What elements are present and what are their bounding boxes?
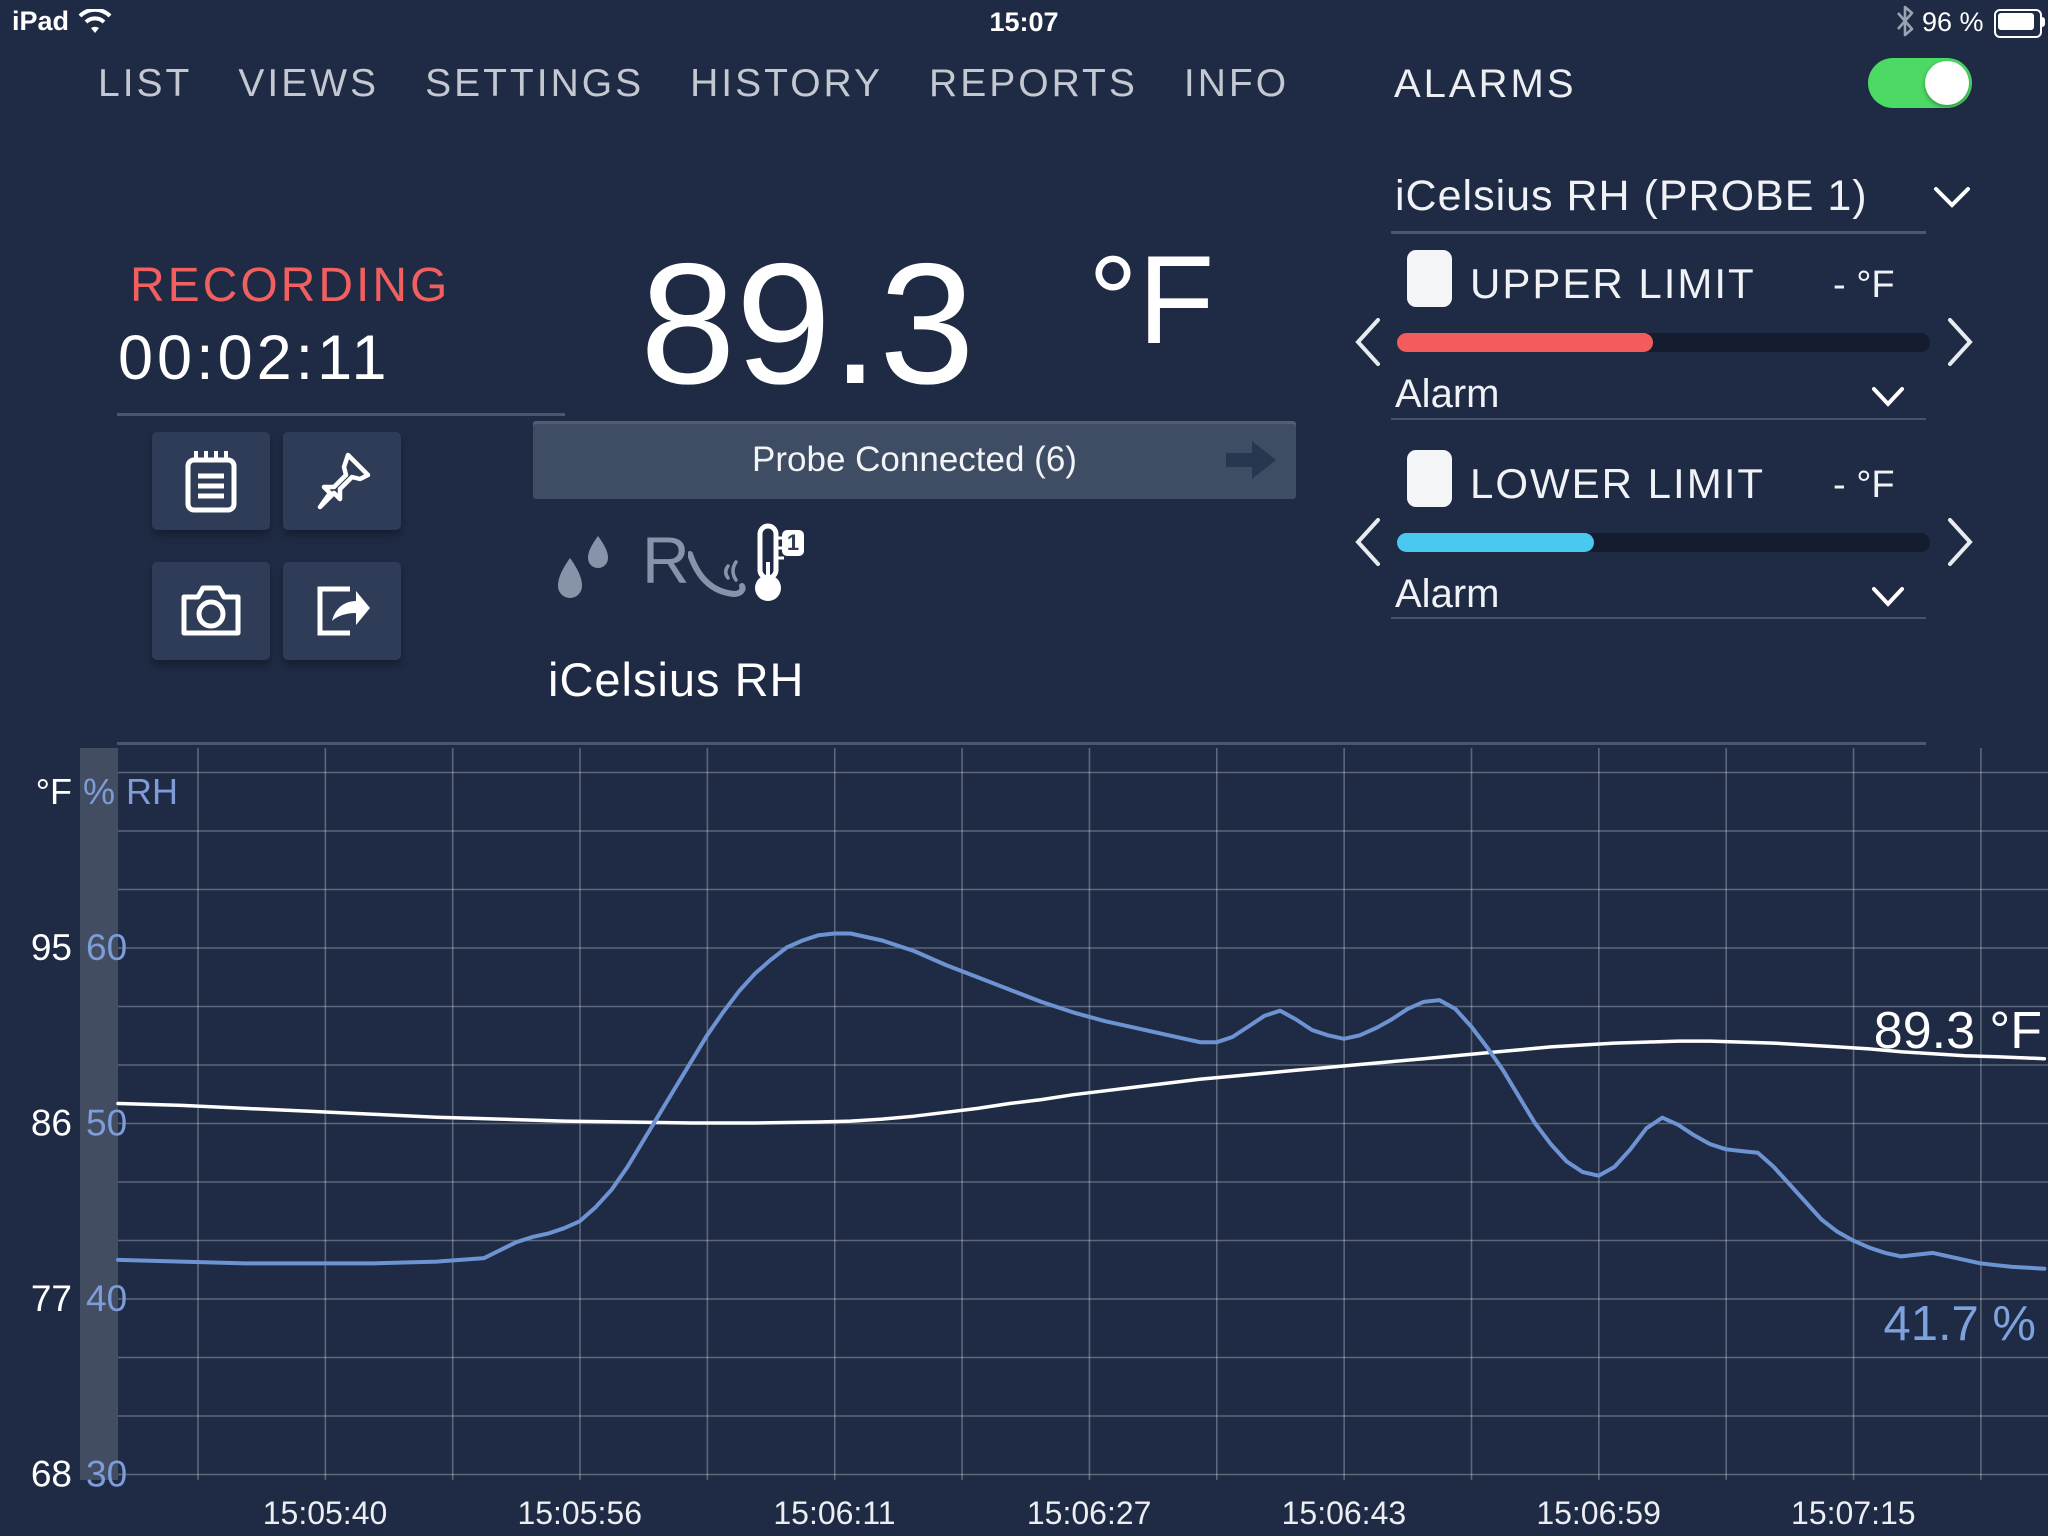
share-icon	[317, 586, 370, 636]
rh-axis-tick: 60	[86, 927, 127, 968]
lower-limit-label: LOWER LIMIT	[1470, 460, 1766, 507]
pushpin-icon	[317, 452, 371, 510]
humidity-drops-icon	[558, 536, 608, 598]
rh-current-label: 41.7 %	[1883, 1297, 2036, 1351]
thermometer-probe-icon: 1	[755, 523, 804, 601]
time-axis-tick: 15:06:27	[1027, 1495, 1152, 1531]
rh-swoosh-icon	[688, 551, 746, 598]
temp-axis-tick: 77	[31, 1278, 72, 1319]
lower-limit-checkbox[interactable]	[1407, 450, 1452, 507]
chevron-right-icon[interactable]	[1946, 516, 1974, 568]
notepad-icon	[185, 451, 237, 513]
rh-axis-tick: 40	[86, 1278, 127, 1319]
nav-item-views[interactable]: VIEWS	[238, 62, 380, 105]
time-axis-tick: 15:07:15	[1791, 1495, 1916, 1531]
camera-icon	[181, 585, 241, 636]
chevron-right-icon[interactable]	[1946, 316, 1974, 368]
chevron-left-icon[interactable]	[1354, 516, 1382, 568]
chart-divider	[117, 742, 1926, 745]
chevron-down-icon[interactable]	[1932, 185, 1972, 209]
battery-nub	[2041, 17, 2045, 27]
lower-limit-slider-fill	[1397, 533, 1595, 552]
humidity-line	[116, 931, 2047, 1271]
panel-divider	[1391, 418, 1926, 420]
statusbar-clock: 15:07	[989, 7, 1059, 37]
notes-button[interactable]	[152, 432, 270, 530]
device-name-label: iCelsius RH	[548, 653, 805, 706]
temp-axis-tick: 68	[31, 1454, 72, 1495]
probe-connected-button[interactable]: Probe Connected (6)	[533, 421, 1296, 499]
alarms-toggle-knob	[1925, 61, 1969, 105]
chevron-left-icon[interactable]	[1354, 316, 1382, 368]
camera-button[interactable]	[152, 562, 270, 660]
panel-divider	[1391, 231, 1926, 234]
rh-sensor-icon: R	[642, 523, 690, 597]
probe-selector[interactable]: iCelsius RH (PROBE 1)	[1395, 172, 1868, 220]
upper-limit-slider-fill	[1397, 333, 1653, 352]
bluetooth-icon	[1897, 5, 1914, 37]
lower-alarm-selector[interactable]: Alarm	[1395, 572, 1500, 616]
main-nav: LIST VIEWS SETTINGS HISTORY REPORTS INFO	[98, 62, 1289, 106]
battery-percent-label: 96 %	[1922, 7, 1984, 37]
time-axis-tick: 15:05:40	[263, 1495, 388, 1531]
time-axis-tick: 15:05:56	[517, 1495, 642, 1531]
nav-item-history[interactable]: HISTORY	[690, 62, 884, 105]
temp-axis-label: °F	[36, 771, 72, 812]
rh-axis-symbol: %	[83, 771, 115, 812]
temp-current-label: 89.3 °F	[1874, 1002, 2042, 1060]
svg-text:1: 1	[787, 530, 799, 555]
nav-item-reports[interactable]: REPORTS	[929, 62, 1138, 105]
chevron-down-icon[interactable]	[1870, 386, 1906, 408]
temp-axis-tick: 86	[31, 1103, 72, 1144]
chevron-down-icon[interactable]	[1870, 586, 1906, 608]
nav-item-settings[interactable]: SETTINGS	[425, 62, 645, 105]
upper-limit-label: UPPER LIMIT	[1470, 260, 1756, 307]
alarms-toggle[interactable]	[1868, 58, 1972, 108]
rh-axis-strip	[80, 748, 118, 1480]
recording-status-label: RECORDING	[130, 259, 451, 312]
lower-limit-slider[interactable]	[1397, 533, 1930, 552]
rh-axis-label: RH	[126, 771, 178, 812]
upper-limit-value: - °F	[1833, 264, 1895, 306]
temperature-unit: °F	[1088, 231, 1215, 370]
time-axis-tick: 15:06:59	[1536, 1495, 1661, 1531]
alarms-section-label: ALARMS	[1394, 62, 1577, 106]
panel-divider	[1391, 617, 1926, 619]
recording-divider	[117, 413, 565, 416]
time-axis-tick: 15:06:11	[773, 1495, 895, 1531]
temperature-reading: 89.3	[640, 228, 975, 420]
wifi-icon	[78, 9, 112, 33]
pin-button[interactable]	[283, 432, 401, 530]
nav-item-list[interactable]: LIST	[98, 62, 193, 105]
arrow-right-icon	[1226, 441, 1276, 479]
time-axis-tick: 15:06:43	[1282, 1495, 1407, 1531]
upper-alarm-selector[interactable]: Alarm	[1395, 372, 1500, 416]
temperature-line	[116, 1039, 2047, 1125]
upper-limit-checkbox[interactable]	[1407, 250, 1452, 307]
export-button[interactable]	[283, 562, 401, 660]
lower-limit-value: - °F	[1833, 464, 1895, 506]
probe-status-label: Probe Connected (6)	[752, 440, 1077, 479]
temp-axis-tick: 95	[31, 927, 72, 968]
statusbar-device-label: iPad	[12, 6, 70, 36]
recording-timer: 00:02:11	[118, 323, 391, 393]
rh-axis-tick: 30	[86, 1454, 127, 1495]
rh-axis-tick: 50	[86, 1103, 127, 1144]
upper-limit-slider[interactable]	[1397, 333, 1930, 352]
nav-item-info[interactable]: INFO	[1183, 62, 1290, 105]
